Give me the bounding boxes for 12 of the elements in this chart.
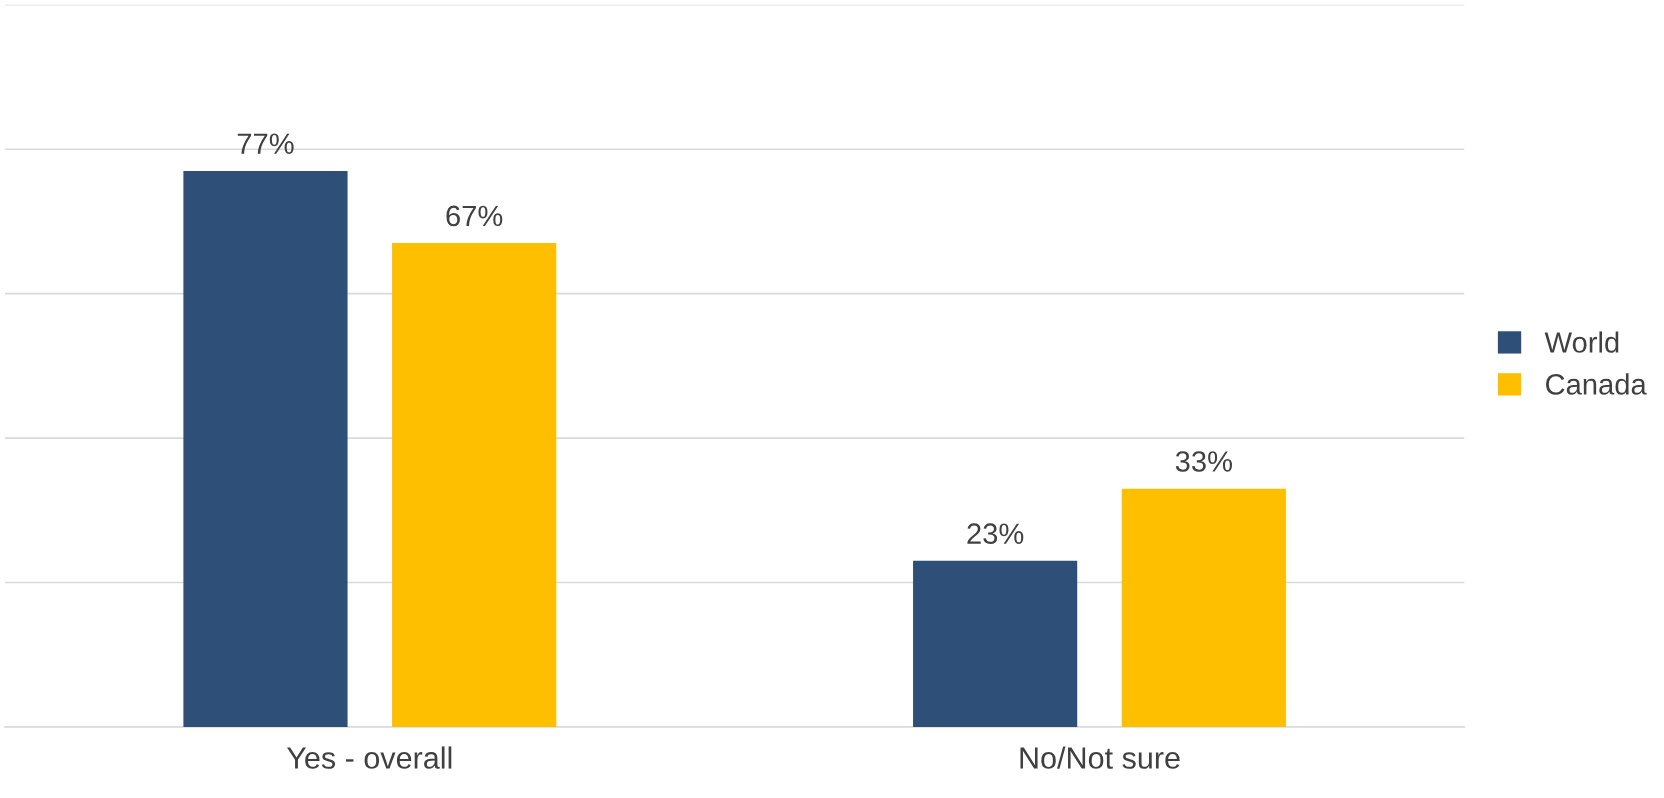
bar xyxy=(1121,488,1286,727)
bar xyxy=(913,560,1078,727)
data-label: 67% xyxy=(446,205,503,227)
bar xyxy=(392,243,557,727)
x-tick-label: No/Not sure xyxy=(1020,746,1180,769)
data-label: 23% xyxy=(967,523,1024,544)
data-label: 77% xyxy=(237,133,294,154)
x-tick-label: Yes - overall xyxy=(286,746,452,769)
data-label: 33% xyxy=(1175,451,1232,472)
bar xyxy=(183,170,348,727)
legend-label: World xyxy=(1544,331,1619,353)
legend-label: Canada xyxy=(1546,373,1647,395)
